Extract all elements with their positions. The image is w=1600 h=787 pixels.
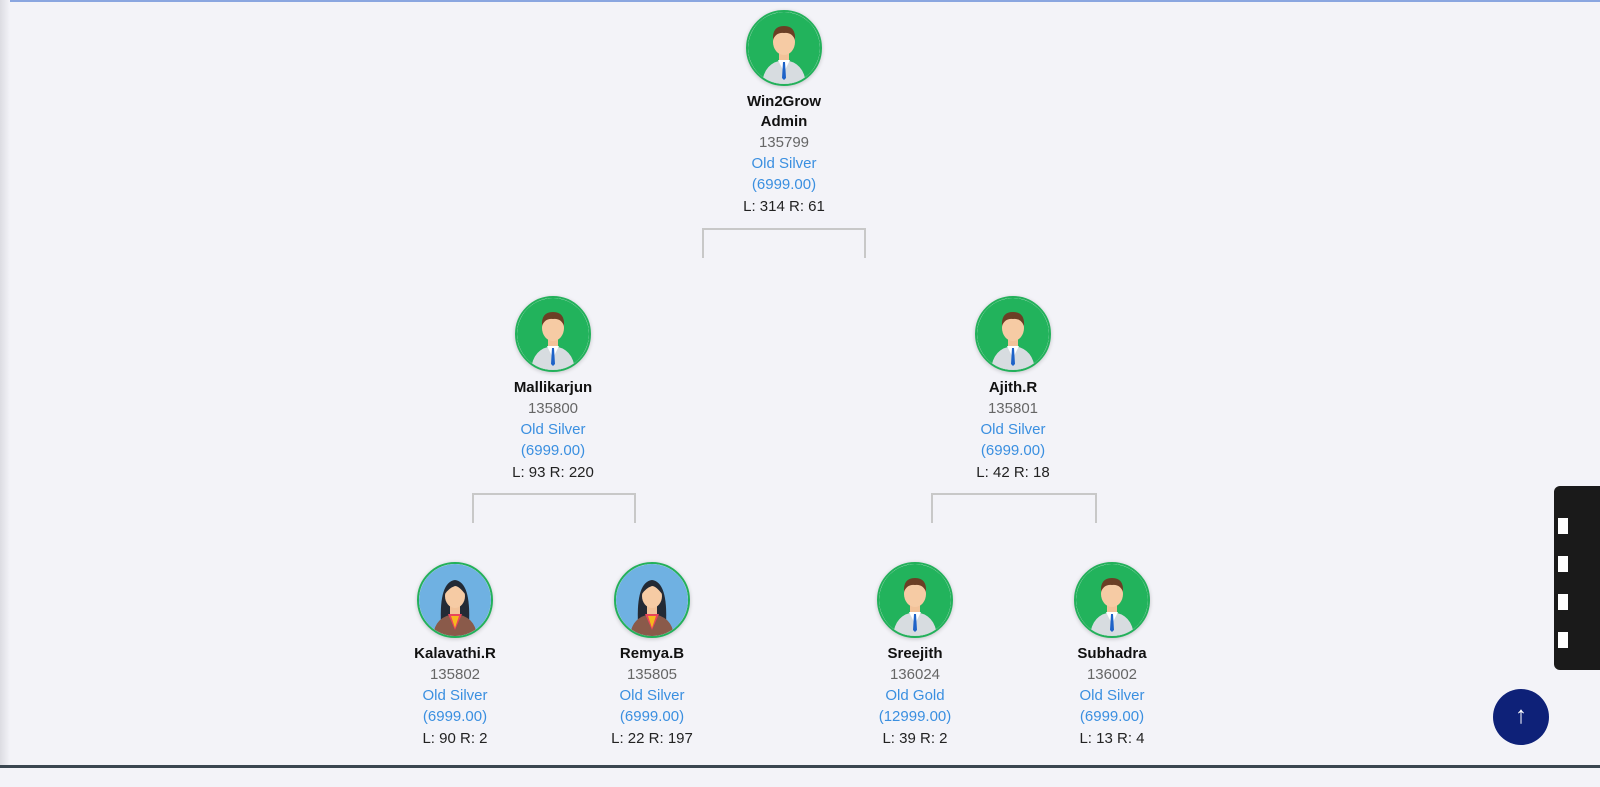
member-name: Sreejith <box>887 645 943 662</box>
tool-icon[interactable] <box>1558 556 1568 572</box>
tree-node[interactable]: Win2Grow Admin 135799 Old Silver (6999.0… <box>704 10 864 218</box>
left-right-count: L: 93 R: 220 <box>512 464 594 481</box>
member-name: Subhadra <box>1077 645 1147 662</box>
male-avatar-icon[interactable] <box>877 562 953 638</box>
tree-node[interactable]: Subhadra 136002 Old Silver (6999.00) L: … <box>1032 562 1192 750</box>
member-name: Kalavathi.R <box>414 645 496 662</box>
male-avatar-icon[interactable] <box>1074 562 1150 638</box>
scroll-to-top-button[interactable]: ↑ <box>1493 689 1549 745</box>
member-name: Win2Grow Admin <box>746 93 822 130</box>
tree-node[interactable]: Mallikarjun 135800 Old Silver (6999.00) … <box>473 296 633 484</box>
member-plan-price: (6999.00) <box>980 442 1046 459</box>
side-toolbar[interactable] <box>1554 486 1600 670</box>
left-right-count: L: 42 R: 18 <box>976 464 1050 481</box>
female-avatar-icon[interactable] <box>417 562 493 638</box>
male-avatar-icon[interactable] <box>515 296 591 372</box>
member-plan-price: (6999.00) <box>1079 708 1145 725</box>
member-plan-price: (6999.00) <box>422 708 488 725</box>
member-plan-price: (12999.00) <box>878 708 952 725</box>
member-plan-price: (6999.00) <box>619 708 685 725</box>
left-right-count: L: 22 R: 197 <box>611 730 693 747</box>
member-name: Remya.B <box>619 645 685 662</box>
copy-icon[interactable] <box>1558 594 1568 610</box>
left-right-count: L: 90 R: 2 <box>422 730 488 747</box>
member-plan: Old Silver <box>422 687 488 704</box>
male-avatar-icon[interactable] <box>746 10 822 86</box>
member-plan-price: (6999.00) <box>520 442 586 459</box>
male-avatar-icon[interactable] <box>975 296 1051 372</box>
tree-node[interactable]: Sreejith 136024 Old Gold (12999.00) L: 3… <box>835 562 995 750</box>
member-plan: Old Silver <box>520 421 586 438</box>
member-plan: Old Silver <box>619 687 685 704</box>
top-border <box>0 0 1600 2</box>
member-id: 136002 <box>1086 666 1138 683</box>
bottom-bar <box>0 765 1600 787</box>
tool-icon[interactable] <box>1558 518 1568 534</box>
member-id: 135799 <box>758 134 810 151</box>
tree-node[interactable]: Kalavathi.R 135802 Old Silver (6999.00) … <box>375 562 535 750</box>
left-right-count: L: 13 R: 4 <box>1079 730 1145 747</box>
left-shadow <box>0 0 10 784</box>
member-plan: Old Silver <box>751 155 817 172</box>
tree-node[interactable]: Ajith.R 135801 Old Silver (6999.00) L: 4… <box>933 296 1093 484</box>
member-plan: Old Silver <box>980 421 1046 438</box>
member-name: Mallikarjun <box>513 379 593 396</box>
left-right-count: L: 314 R: 61 <box>743 198 825 215</box>
connector <box>472 493 636 523</box>
puzzle-icon[interactable] <box>1558 632 1568 648</box>
member-id: 135800 <box>527 400 579 417</box>
female-avatar-icon[interactable] <box>614 562 690 638</box>
member-name: Ajith.R <box>988 379 1038 396</box>
member-id: 136024 <box>889 666 941 683</box>
tree-node[interactable]: Remya.B 135805 Old Silver (6999.00) L: 2… <box>572 562 732 750</box>
member-id: 135801 <box>987 400 1039 417</box>
member-plan: Old Silver <box>1079 687 1145 704</box>
member-id: 135805 <box>626 666 678 683</box>
member-plan-price: (6999.00) <box>751 176 817 193</box>
member-id: 135802 <box>429 666 481 683</box>
arrow-up-icon: ↑ <box>1515 702 1527 729</box>
connector <box>931 493 1097 523</box>
member-plan: Old Gold <box>885 687 945 704</box>
connector <box>702 228 866 258</box>
left-right-count: L: 39 R: 2 <box>882 730 948 747</box>
